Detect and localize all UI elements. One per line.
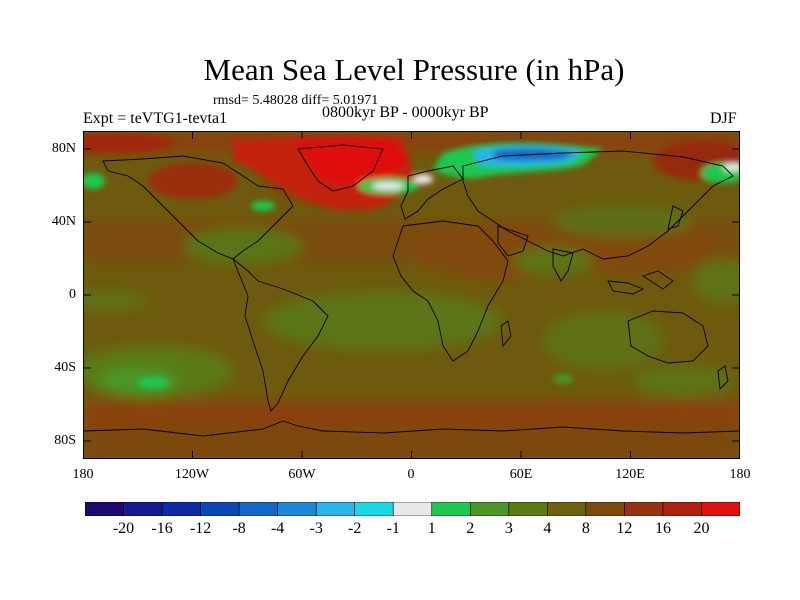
coastlines [83,144,740,437]
map-ticks [83,131,740,459]
map-title: Mean Sea Level Pressure (in hPa) [203,52,625,87]
color-bar-label: 2 [466,520,475,537]
color-bar-swatch [161,502,201,516]
color-bar-label: 1 [427,520,436,537]
color-bar-label: -2 [348,520,362,537]
lon-label: 0 [407,467,415,482]
color-bar-label: 20 [693,520,710,537]
rmsd-diff-stats: rmsd= 5.48028 diff= 5.01971 [213,93,379,108]
color-bar-swatch [585,502,625,516]
lat-label: 40S [54,360,76,375]
lon-label: 60W [288,467,316,482]
color-bar-swatch [277,502,317,516]
color-bar-label: -1 [386,520,400,537]
color-bar-swatch [354,502,394,516]
color-bar-label: 3 [504,520,513,537]
color-bar-label: 12 [616,520,633,537]
color-bar-swatch [431,502,471,516]
lat-label: 80N [51,141,76,156]
color-bar-label: -8 [232,520,246,537]
lon-label: 120W [174,467,210,482]
color-bar-swatch [662,502,702,516]
color-bar-swatch [547,502,587,516]
color-bar-swatch [624,502,664,516]
color-bar-swatch [200,502,240,516]
lat-label: 0 [69,287,76,302]
color-bar-label: 4 [543,520,552,537]
color-bar-label: -3 [309,520,323,537]
color-bar-swatch [85,502,124,516]
color-bar-swatch [701,502,740,516]
lon-label: 60E [509,467,533,482]
experiment-label: Expt = teVTG1-tevta1 [83,110,228,127]
color-bar-label: -4 [270,520,285,537]
color-bar-label: 16 [654,520,671,537]
color-bar-label: -16 [151,520,173,537]
lat-label: 80S [54,433,76,448]
lon-label: 120E [615,467,645,482]
color-bar-swatch [469,502,510,516]
field-anomalies [83,133,740,389]
color-bar-label: -20 [112,520,135,537]
color-bar-swatch [315,502,356,516]
lat-label: 40N [51,214,76,229]
season-label: DJF [710,110,737,127]
color-bar-label: -12 [189,520,212,537]
color-bar [85,502,740,516]
color-bar-label: 8 [581,520,590,537]
lon-label: 180 [72,467,94,482]
lon-label: 180 [729,467,751,482]
pressure-difference-map [83,131,740,459]
color-bar-swatch [238,502,278,516]
color-bar-swatch [392,502,433,516]
color-bar-swatch [123,502,163,516]
color-bar-swatch [508,502,548,516]
period-label: 0800kyr BP - 0000kyr BP [322,104,489,121]
